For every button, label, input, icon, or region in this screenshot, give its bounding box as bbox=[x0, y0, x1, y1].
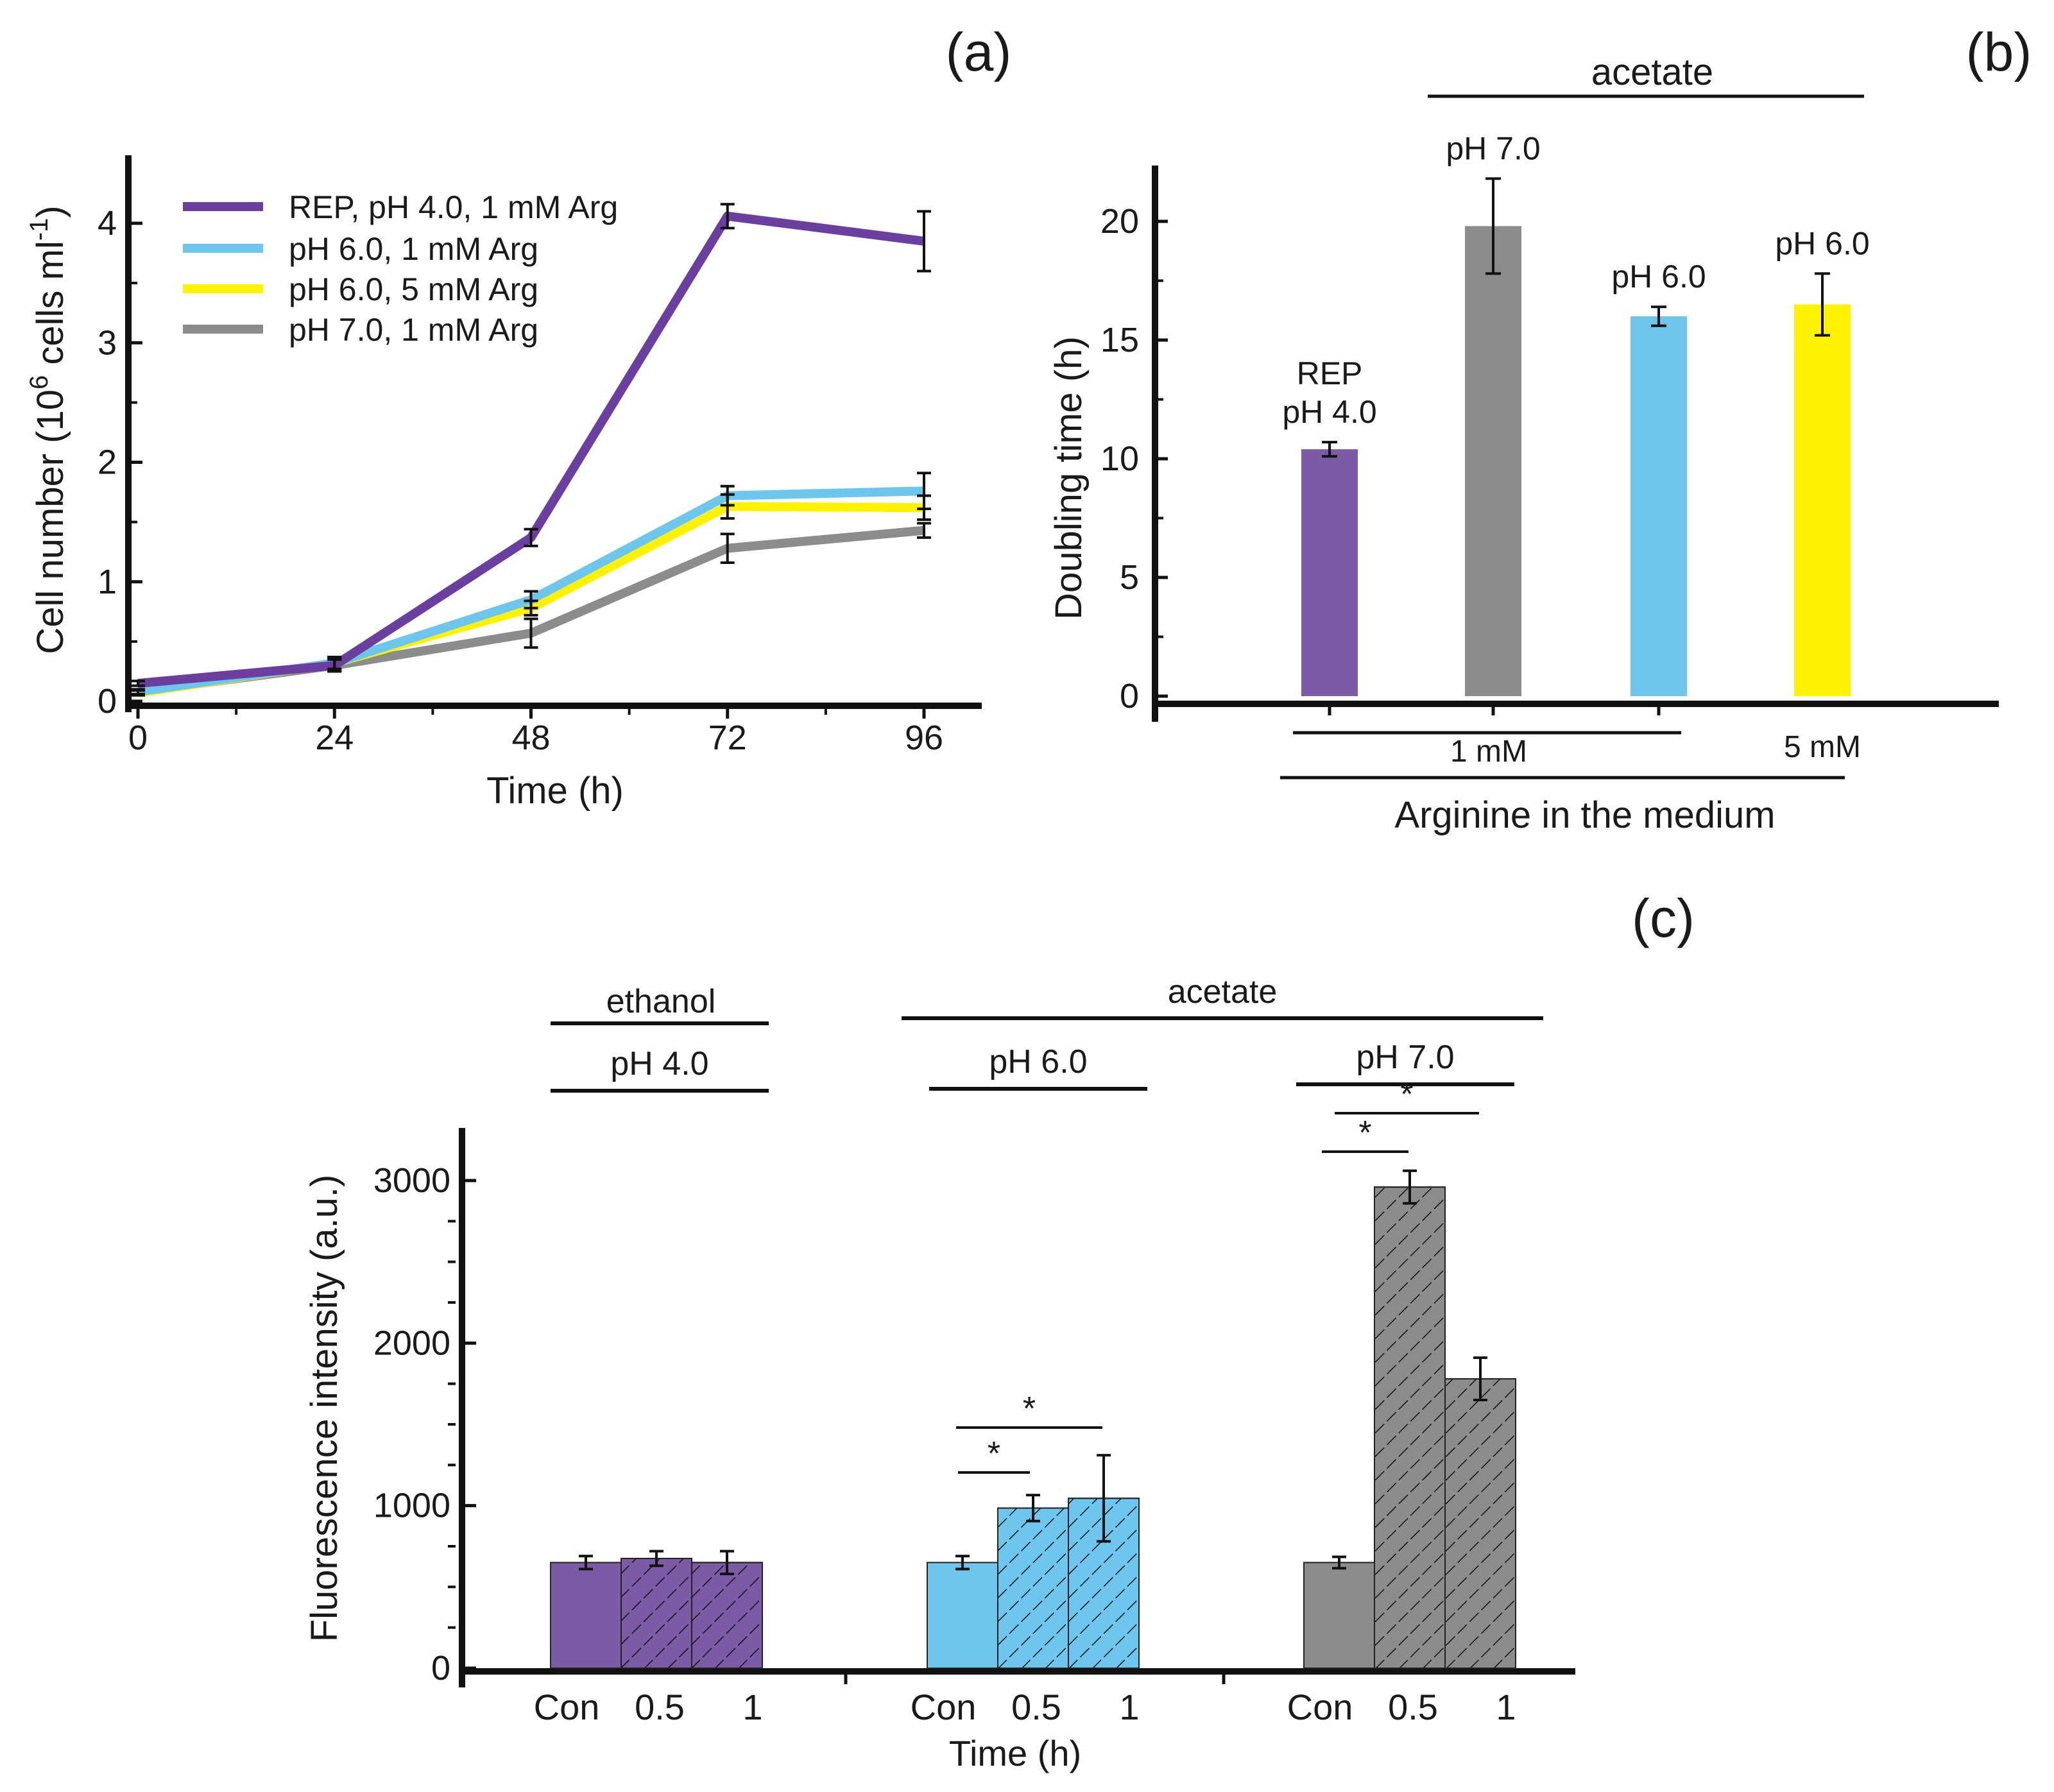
panel-b-acetate-label: acetate bbox=[1591, 51, 1713, 93]
panel-a-y-tick-label: 2 bbox=[98, 443, 117, 482]
panel-c-y-tick-label: 0 bbox=[431, 1649, 450, 1687]
panel-a-legend-label: REP, pH 4.0, 1 mM Arg bbox=[289, 189, 618, 225]
panel-c-category-label: 0.5 bbox=[1388, 1687, 1438, 1727]
panel-c-bar bbox=[550, 1562, 622, 1669]
panel-a-y-tick-label: 4 bbox=[98, 204, 117, 243]
panel-b-1mm-label: 1 mM bbox=[1450, 735, 1527, 769]
panel-a-x-axis-title: Time (h) bbox=[486, 770, 624, 812]
panel-c-bar-hatch bbox=[620, 1558, 692, 1669]
panel-c-x-axis-title: Time (h) bbox=[949, 1733, 1081, 1773]
panel-a-line-chart: (a) 0 1 2 3 4 0 24 48 72 96 REP, pH 4.0, 1 mM Ar… bbox=[25, 22, 1011, 812]
panel-a-x-tick-label: 48 bbox=[511, 719, 550, 757]
panel-b-y-tick-label: 10 bbox=[1100, 439, 1139, 478]
panel-b-y-tick-label: 0 bbox=[1120, 677, 1139, 715]
panel-b-y-tick-label: 20 bbox=[1100, 202, 1139, 241]
panel-c-category-label: 1 bbox=[1496, 1687, 1516, 1727]
panel-a-legend-label: pH 6.0, 5 mM Arg bbox=[289, 271, 538, 307]
panel-b-bar-label: pH 6.0 bbox=[1775, 225, 1869, 261]
panel-a-x-tick-label: 72 bbox=[708, 719, 747, 757]
panel-c-label: (c) bbox=[1632, 888, 1695, 948]
panel-c-significance-star: * bbox=[988, 1435, 1000, 1472]
panel-b-5mm-label: 5 mM bbox=[1784, 730, 1861, 764]
panel-b-label: (b) bbox=[1966, 22, 2032, 82]
panel-c-category-label: 0.5 bbox=[635, 1687, 685, 1727]
panel-c-significance-star: * bbox=[1358, 1114, 1371, 1152]
panel-b-bar bbox=[1794, 304, 1851, 696]
panel-b-y-tick-label: 15 bbox=[1100, 321, 1139, 359]
panel-b-y-axis-title: Doubling time (h) bbox=[1048, 336, 1090, 620]
panel-c-category-label: 0.5 bbox=[1011, 1687, 1061, 1727]
panel-c-acetate-label: acetate bbox=[1168, 973, 1278, 1011]
panel-c-ethanol-label: ethanol bbox=[606, 983, 716, 1020]
panel-c-significance-star: * bbox=[1400, 1076, 1413, 1113]
panel-c-bar-hatch bbox=[1444, 1378, 1516, 1669]
panel-c-category-label: Con bbox=[1287, 1687, 1353, 1727]
panel-a-x-tick-label: 96 bbox=[905, 719, 943, 757]
panel-c-category-label: 1 bbox=[742, 1687, 762, 1727]
panel-c-group-header: pH 6.0 bbox=[989, 1043, 1087, 1080]
panel-b-bar-label: pH 4.0 bbox=[1282, 394, 1376, 430]
panel-b-bar bbox=[1465, 226, 1521, 696]
panel-c-group-header: pH 7.0 bbox=[1356, 1039, 1454, 1076]
panel-b-bar bbox=[1630, 316, 1687, 696]
panel-a-x-tick-label: 24 bbox=[315, 719, 354, 757]
panel-a-y-tick-label: 3 bbox=[98, 323, 117, 362]
panel-a-y-tick-label: 1 bbox=[98, 563, 117, 601]
panel-c-bar-chart: (c) ethanol acetate pH 4.0 pH 6.0 pH 7.0 0… bbox=[304, 888, 1695, 1773]
panel-b-y-tick-label: 5 bbox=[1120, 558, 1139, 597]
panel-a-y-tick-label: 0 bbox=[98, 682, 117, 721]
panel-c-bar-hatch bbox=[691, 1562, 763, 1669]
panel-c-group-header: pH 4.0 bbox=[610, 1045, 708, 1082]
panel-c-y-tick-label: 1000 bbox=[373, 1487, 450, 1525]
panel-c-bar-hatch bbox=[997, 1507, 1069, 1669]
panel-c-significance-star: * bbox=[1023, 1390, 1036, 1428]
panel-b-bar-label: REP bbox=[1297, 355, 1363, 391]
panel-a-y-axis-title: Cell number (106 cells ml-1) bbox=[25, 205, 71, 654]
panel-b-bar bbox=[1301, 449, 1358, 696]
panel-b-x-axis-title: Arginine in the medium bbox=[1394, 794, 1775, 836]
panel-c-y-tick-label: 3000 bbox=[373, 1161, 450, 1200]
panel-b-bar-label: pH 7.0 bbox=[1446, 130, 1540, 166]
panel-a-legend-label: pH 6.0, 1 mM Arg bbox=[289, 231, 538, 267]
panel-a-label: (a) bbox=[946, 22, 1012, 82]
panel-c-category-label: 1 bbox=[1119, 1687, 1139, 1727]
panel-c-bar-hatch bbox=[1374, 1186, 1446, 1669]
panel-c-category-label: Con bbox=[911, 1687, 977, 1727]
panel-c-bar bbox=[1303, 1562, 1375, 1669]
panel-c-y-tick-label: 2000 bbox=[373, 1324, 450, 1362]
panel-a-x-tick-label: 0 bbox=[128, 719, 148, 757]
panel-c-bar bbox=[927, 1562, 998, 1669]
panel-b-bar-label: pH 6.0 bbox=[1611, 259, 1706, 294]
panel-c-y-axis-title: Fluorescence intensity (a.u.) bbox=[304, 1175, 345, 1643]
panel-c-category-label: Con bbox=[534, 1687, 600, 1727]
panel-a-legend-label: pH 7.0, 1 mM Arg bbox=[289, 312, 538, 348]
